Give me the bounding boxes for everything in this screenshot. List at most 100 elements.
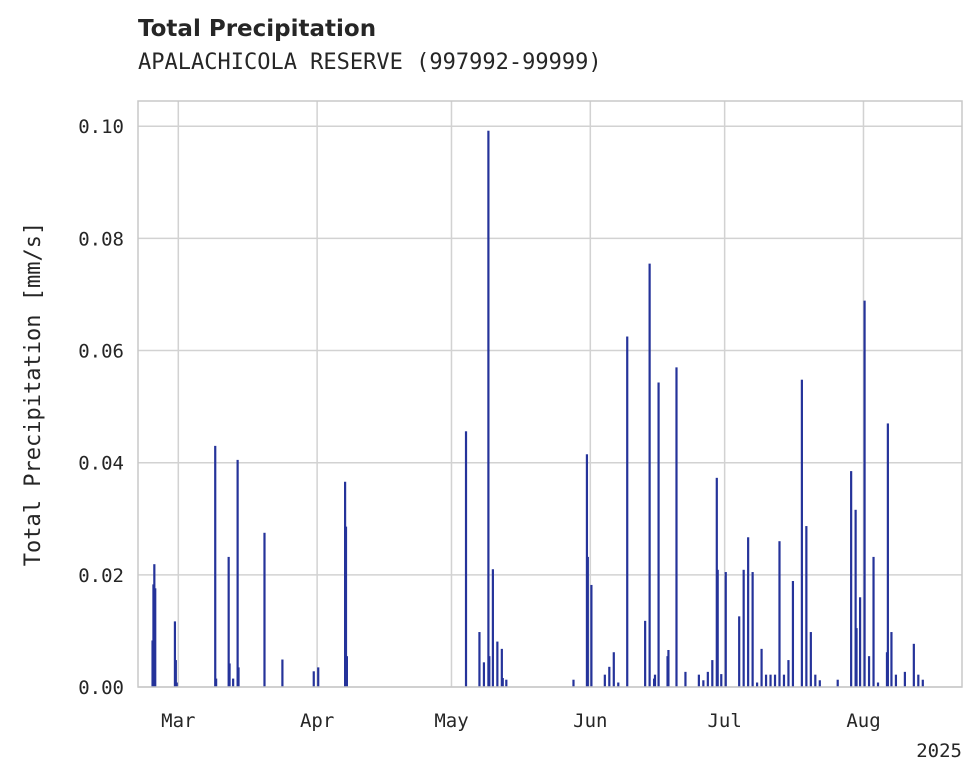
precipitation-bar <box>488 656 491 687</box>
precipitation-bar <box>345 656 348 687</box>
precipitation-bar <box>603 674 606 687</box>
x-tick-label: Jun <box>573 710 607 732</box>
precipitation-bar <box>312 671 315 687</box>
y-axis-ticks: 0.00 0.02 0.04 0.06 0.08 0.10 <box>78 116 124 699</box>
precipitation-bar <box>608 666 611 687</box>
precipitation-bar <box>706 671 709 687</box>
precipitation-bar <box>890 632 893 687</box>
precipitation-bar <box>876 682 880 687</box>
precipitation-bar <box>173 621 177 687</box>
precipitation-bar <box>214 445 217 687</box>
precipitation-bar <box>317 667 320 687</box>
precipitation-bar <box>657 382 660 687</box>
chart-subtitle: APALACHICOLA RESERVE (997992-99999) <box>138 50 602 75</box>
x-axis-year-label: 2025 <box>916 740 962 762</box>
precipitation-bar <box>756 682 759 687</box>
x-tick-label: Mar <box>161 710 195 732</box>
precipitation-bar <box>586 556 589 687</box>
precipitation-bar <box>724 572 727 687</box>
precipitation-bar <box>612 652 615 687</box>
precipitation-bar <box>782 674 786 687</box>
plot-frame <box>137 100 963 688</box>
y-tick-label: 0.04 <box>78 453 124 475</box>
precipitation-bars <box>151 130 924 687</box>
precipitation-bar <box>487 130 490 687</box>
precipitation-bar <box>917 674 920 687</box>
precipitation-bar <box>751 572 754 687</box>
y-tick-label: 0.08 <box>78 228 124 250</box>
precipitation-bar <box>648 263 651 687</box>
precipitation-bar <box>720 674 723 687</box>
precipitation-bar <box>154 588 157 687</box>
precipitation-bar <box>859 597 862 687</box>
precipitation-bar <box>653 674 657 687</box>
precipitation-bar <box>716 569 719 687</box>
precipitation-bar <box>711 660 714 687</box>
x-axis-ticks: Mar Apr May Jun Jul Aug <box>161 710 881 732</box>
precipitation-bar <box>738 616 741 687</box>
precipitation-bar <box>626 336 629 687</box>
precipitation-bar <box>174 660 177 687</box>
precipitation-bar <box>496 641 499 687</box>
precipitation-bar <box>482 662 486 687</box>
precipitation-bar <box>500 648 503 687</box>
precipitation-bar <box>760 648 763 687</box>
precipitation-bar <box>814 674 817 687</box>
precipitation-bar <box>464 431 468 687</box>
y-axis-label: Total Precipitation [mm/s] <box>21 222 46 566</box>
x-tick-label: Apr <box>300 710 334 732</box>
y-tick-label: 0.10 <box>78 116 124 138</box>
precipitation-bar <box>773 674 777 687</box>
precipitation-bar <box>742 569 745 687</box>
x-tick-label: May <box>434 710 468 732</box>
precipitation-bar <box>644 620 647 687</box>
precipitation-bar <box>836 679 839 687</box>
precipitation-bar <box>791 581 795 687</box>
precipitation-bar <box>886 423 889 687</box>
precipitation-bar <box>228 663 231 687</box>
y-tick-label: 0.06 <box>78 341 124 363</box>
precipitation-bar <box>344 526 348 687</box>
precipitation-bar <box>921 679 924 687</box>
precipitation-bar <box>215 678 218 687</box>
precipitation-bar <box>854 509 857 687</box>
precipitation-bar <box>903 671 906 687</box>
precipitation-bar <box>809 632 812 687</box>
precipitation-bar <box>263 532 266 687</box>
precipitation-bar <box>236 459 239 687</box>
precipitation-bar <box>590 584 593 687</box>
precipitation-bar <box>872 556 875 687</box>
precipitation-bar <box>617 682 620 687</box>
precipitation-bar <box>281 659 284 687</box>
precipitation-bar <box>894 674 898 687</box>
precipitation-bar <box>572 679 575 687</box>
precipitation-bar <box>237 667 240 687</box>
precipitation-bar <box>805 526 808 687</box>
grid-lines <box>138 101 962 688</box>
precipitation-bar <box>863 300 866 687</box>
precipitation-bar <box>769 674 772 687</box>
precipitation-bar <box>867 656 871 687</box>
precipitation-bar <box>787 660 790 687</box>
precipitation-bar <box>675 367 678 687</box>
precipitation-bar <box>778 541 781 687</box>
x-tick-label: Jul <box>707 710 741 732</box>
precipitation-bar <box>855 628 858 687</box>
precipitation-bar <box>818 680 821 687</box>
x-tick-label: Aug <box>846 710 880 732</box>
precipitation-bar <box>175 682 178 687</box>
precipitation-bar <box>800 379 803 687</box>
precipitation-bar <box>505 679 508 687</box>
precipitation-bar <box>697 674 700 687</box>
precipitation-bar <box>764 674 768 687</box>
precipitation-bar <box>667 649 670 687</box>
precipitation-bar <box>850 471 853 687</box>
precipitation-bar <box>747 537 750 687</box>
precipitation-bar <box>478 632 481 687</box>
chart-title: Total Precipitation <box>138 16 377 42</box>
precipitation-bar <box>684 671 687 687</box>
precipitation-bar <box>227 556 230 687</box>
precipitation-bar <box>232 678 235 687</box>
y-tick-label: 0.00 <box>78 677 124 699</box>
